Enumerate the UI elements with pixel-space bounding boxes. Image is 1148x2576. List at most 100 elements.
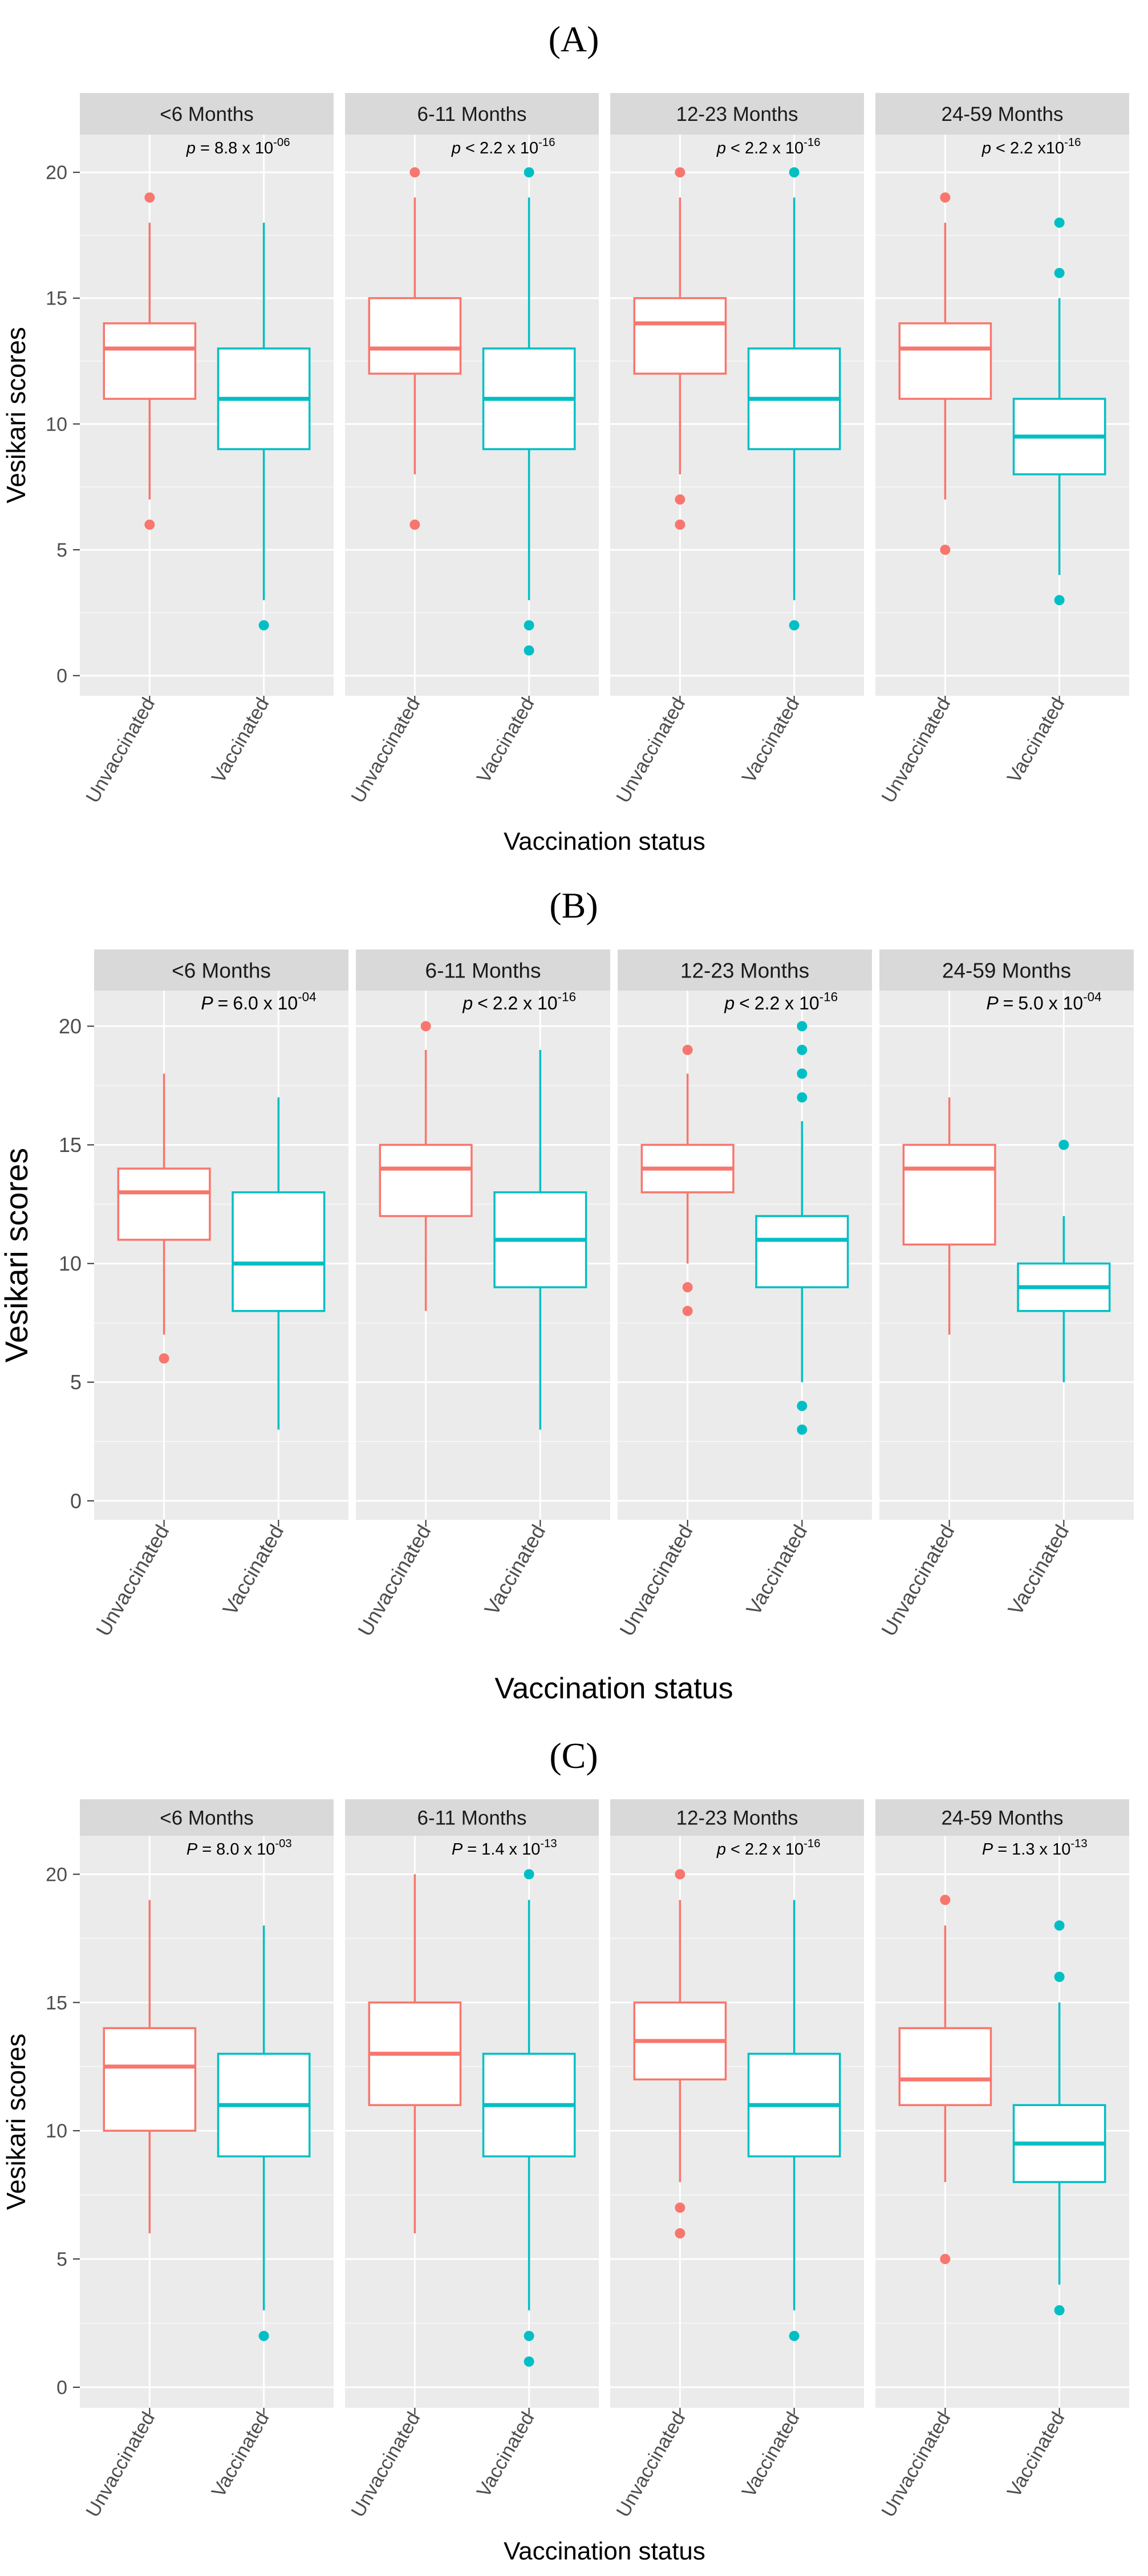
- p-symbol: p: [981, 139, 991, 157]
- facet-1: <6 Months P = 6.0 x 10-04 Unvaccinated Vaccin…: [91, 950, 348, 1640]
- p-symbol: p: [462, 993, 473, 1013]
- p-operator: <: [477, 993, 488, 1013]
- vaccinated-boxplot: [755, 1021, 849, 1435]
- p-value-text: 2.2 x 10: [745, 1840, 804, 1859]
- p-value-exponent: -04: [1083, 990, 1101, 1004]
- p-value-annotation: P = 1.3 x 10-13: [982, 1837, 1088, 1859]
- vaccinated-boxplot: [217, 1925, 311, 2342]
- box-iqr: [902, 1143, 996, 1246]
- y-tick-label: 20: [46, 1864, 67, 1885]
- vaccinated-boxplot: [747, 167, 841, 631]
- box-iqr: [103, 322, 197, 400]
- p-value-exponent: -06: [273, 136, 290, 149]
- outlier-point: [1058, 1139, 1069, 1150]
- vaccinated-boxplot: [1012, 217, 1106, 606]
- outlier-point: [675, 2228, 685, 2239]
- p-value-annotation: P = 1.4 x 10-13: [452, 1837, 557, 1859]
- facet-strip: [80, 1799, 334, 1836]
- p-symbol: P: [986, 993, 999, 1013]
- facet-strip: [879, 950, 1134, 991]
- p-value-annotation: p <2.2 x 10-16: [716, 1837, 821, 1859]
- outlier-point: [1054, 595, 1065, 606]
- outlier-point: [524, 620, 534, 631]
- box-iqr: [898, 322, 992, 400]
- vaccinated-boxplot: [232, 1097, 326, 1430]
- x-category-label: Unvaccinated: [612, 694, 689, 806]
- facet-strip-label: <6 Months: [160, 1807, 253, 1829]
- y-tick-label: 0: [56, 666, 67, 687]
- p-operator: =: [202, 1840, 212, 1859]
- p-operator: =: [200, 139, 210, 157]
- y-axis-title: Vesikari scores: [1, 2034, 31, 2210]
- x-axis-title: Vaccination status: [504, 827, 705, 855]
- box-iqr: [368, 297, 462, 375]
- outlier-point: [797, 1401, 808, 1411]
- facet-strip-label: 12-23 Months: [676, 103, 798, 125]
- x-axis-title: Vaccination status: [504, 2537, 705, 2565]
- y-tick-label: 10: [46, 413, 67, 435]
- p-value-text: 1.3 x 10: [1012, 1840, 1070, 1859]
- p-value-annotation: P = 8.0 x 10-03: [186, 1837, 292, 1859]
- x-category-label: Vaccinated: [208, 694, 274, 787]
- p-operator: =: [218, 993, 229, 1013]
- outlier-point: [797, 1092, 808, 1103]
- x-category-label: Unvaccinated: [91, 1521, 174, 1640]
- facet-strip-label: 12-23 Months: [676, 1807, 798, 1829]
- panel-label: (B): [549, 885, 598, 926]
- p-value-text: 6.0 x 10: [233, 993, 298, 1013]
- box-iqr: [117, 1167, 211, 1241]
- outlier-point: [1054, 1971, 1065, 1982]
- y-axis-title: Vesikari scores: [0, 1148, 34, 1363]
- outlier-point: [940, 1895, 951, 1905]
- y-tick-label: 5: [56, 2249, 67, 2270]
- facet-strip: [345, 93, 599, 135]
- x-category-label: Vaccinated: [1003, 694, 1069, 787]
- outlier-point: [789, 167, 800, 178]
- unvaccinated-boxplot: [103, 1900, 197, 2234]
- facet-strip: [94, 950, 348, 991]
- p-value-text: 2.2 x 10: [754, 993, 820, 1013]
- x-category-label: Unvaccinated: [353, 1521, 436, 1640]
- p-operator: <: [996, 139, 1005, 157]
- facet-4: 24-59 Months p <2.2 x10-16 Unvaccinated Vacc…: [875, 93, 1129, 806]
- facet-strip-label: <6 Months: [172, 959, 271, 982]
- outlier-point: [258, 2331, 269, 2342]
- facet-1: <6 Months P = 8.0 x 10-03 Unvaccinated Vaccin…: [80, 1799, 334, 2521]
- p-value-exponent: -04: [298, 990, 316, 1004]
- y-tick-label: 20: [46, 162, 67, 184]
- p-operator: <: [739, 993, 750, 1013]
- facet-strip: [875, 93, 1129, 135]
- p-value-text: 8.8 x 10: [214, 139, 273, 157]
- p-value-text: 2.2 x 10: [493, 993, 558, 1013]
- unvaccinated-boxplot: [103, 192, 197, 530]
- facet-background: [879, 991, 1134, 1520]
- p-value-annotation: p <2.2 x 10-16: [724, 990, 838, 1013]
- facet-strip-label: 24-59 Months: [942, 959, 1071, 982]
- panel-b: (B) Vesikari scores 0 5 10 15 20 Vaccination st…: [0, 885, 1134, 1705]
- panel-c: (C) Vesikari scores 0 5 10 15 20 Vaccination st…: [1, 1735, 1129, 2565]
- facet-2: 6-11 Months p <2.2 x 10-16 Unvaccinated Vacc…: [345, 93, 599, 806]
- vaccinated-boxplot: [493, 1050, 587, 1430]
- outlier-point: [1054, 217, 1065, 228]
- outlier-point: [1054, 1920, 1065, 1931]
- facet-strip: [610, 1799, 864, 1836]
- box-iqr: [755, 1215, 849, 1288]
- outlier-point: [524, 167, 534, 178]
- y-tick-label: 15: [46, 288, 67, 310]
- p-value-text: 2.2 x 10: [480, 139, 538, 157]
- x-axis-title: Vaccination status: [494, 1672, 733, 1705]
- outlier-point: [420, 1021, 431, 1032]
- outlier-point: [789, 2331, 800, 2342]
- vaccinated-boxplot: [1017, 1139, 1111, 1382]
- p-symbol: p: [724, 993, 735, 1013]
- facet-strip: [610, 93, 864, 135]
- unvaccinated-boxplot: [898, 192, 992, 555]
- unvaccinated-boxplot: [898, 1895, 992, 2265]
- outlier-point: [524, 2356, 534, 2367]
- p-value-exponent: -13: [540, 1837, 557, 1850]
- outlier-point: [940, 545, 951, 555]
- y-tick-label: 0: [70, 1489, 82, 1512]
- box-iqr: [232, 1191, 326, 1312]
- vaccinated-boxplot: [1012, 1920, 1106, 2316]
- facet-2: 6-11 Months P = 1.4 x 10-13 Unvaccinated Vacc…: [345, 1799, 599, 2521]
